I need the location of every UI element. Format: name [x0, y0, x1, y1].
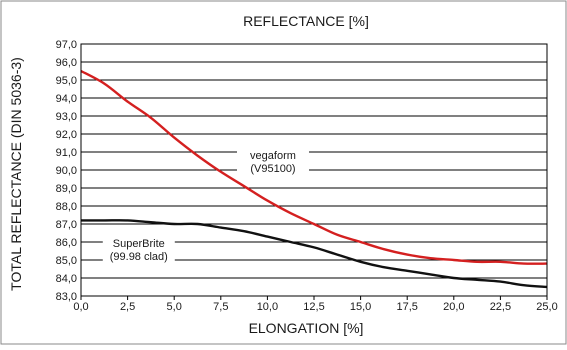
- y-tick-label: 88,0: [56, 201, 77, 213]
- x-tick-label: 12,5: [303, 301, 324, 313]
- y-tick-label: 85,0: [56, 255, 77, 267]
- x-axis-label: ELONGATION [%]: [249, 320, 364, 336]
- series-label-0: (V95100): [250, 163, 295, 175]
- series-label-1: (99.98 clad): [110, 251, 168, 263]
- x-tick-label: 17,5: [396, 301, 417, 313]
- y-tick-label: 84,0: [56, 273, 77, 285]
- x-tick-label: 25,0: [536, 301, 557, 313]
- series-label-bg-1: [102, 235, 175, 266]
- series-label-1: SuperBrite: [113, 238, 165, 250]
- y-tick-label: 89,0: [56, 183, 77, 195]
- y-tick-label: 90,0: [56, 165, 77, 177]
- y-tick-label: 87,0: [56, 219, 77, 231]
- series-line-0: [80, 69, 548, 265]
- y-tick-label: 86,0: [56, 237, 77, 249]
- x-tick-label: 5,0: [167, 301, 182, 313]
- y-tick-label: 94,0: [56, 93, 77, 105]
- axis-ticks: 83,0 84,0 85,0 86,0 87,0 88,0 89,0 90,0 91,0 92,0…: [56, 39, 558, 313]
- series-line-1: [81, 219, 548, 289]
- y-tick-label: 96,0: [56, 57, 77, 69]
- series-labels: vegaform(V95100) SuperBrite(99.98 clad): [102, 146, 309, 266]
- y-axis-label: TOTAL REFLECTANCE (DIN 5036-3): [8, 57, 24, 291]
- y-tick-label: 91,0: [56, 147, 77, 159]
- chart-title: REFLECTANCE [%]: [243, 13, 369, 29]
- x-tick-label: 0,0: [73, 301, 88, 313]
- y-tick-label: 95,0: [56, 75, 77, 87]
- x-tick-label: 15,0: [350, 301, 371, 313]
- series-label-0: vegaform: [250, 150, 296, 162]
- x-tick-label: 20,0: [443, 301, 464, 313]
- x-tick-label: 22,5: [490, 301, 511, 313]
- y-tick-label: 97,0: [56, 39, 77, 51]
- x-tick-label: 10,0: [257, 301, 278, 313]
- plot-area-frame: [80, 43, 548, 297]
- data-series: [80, 69, 548, 289]
- x-tick-label: 2,5: [120, 301, 135, 313]
- y-tick-label: 83,0: [56, 291, 77, 303]
- y-tick-label: 92,0: [56, 129, 77, 141]
- series-label-bg-0: [236, 146, 309, 177]
- y-tick-label: 93,0: [56, 111, 77, 123]
- x-tick-label: 7,5: [213, 301, 228, 313]
